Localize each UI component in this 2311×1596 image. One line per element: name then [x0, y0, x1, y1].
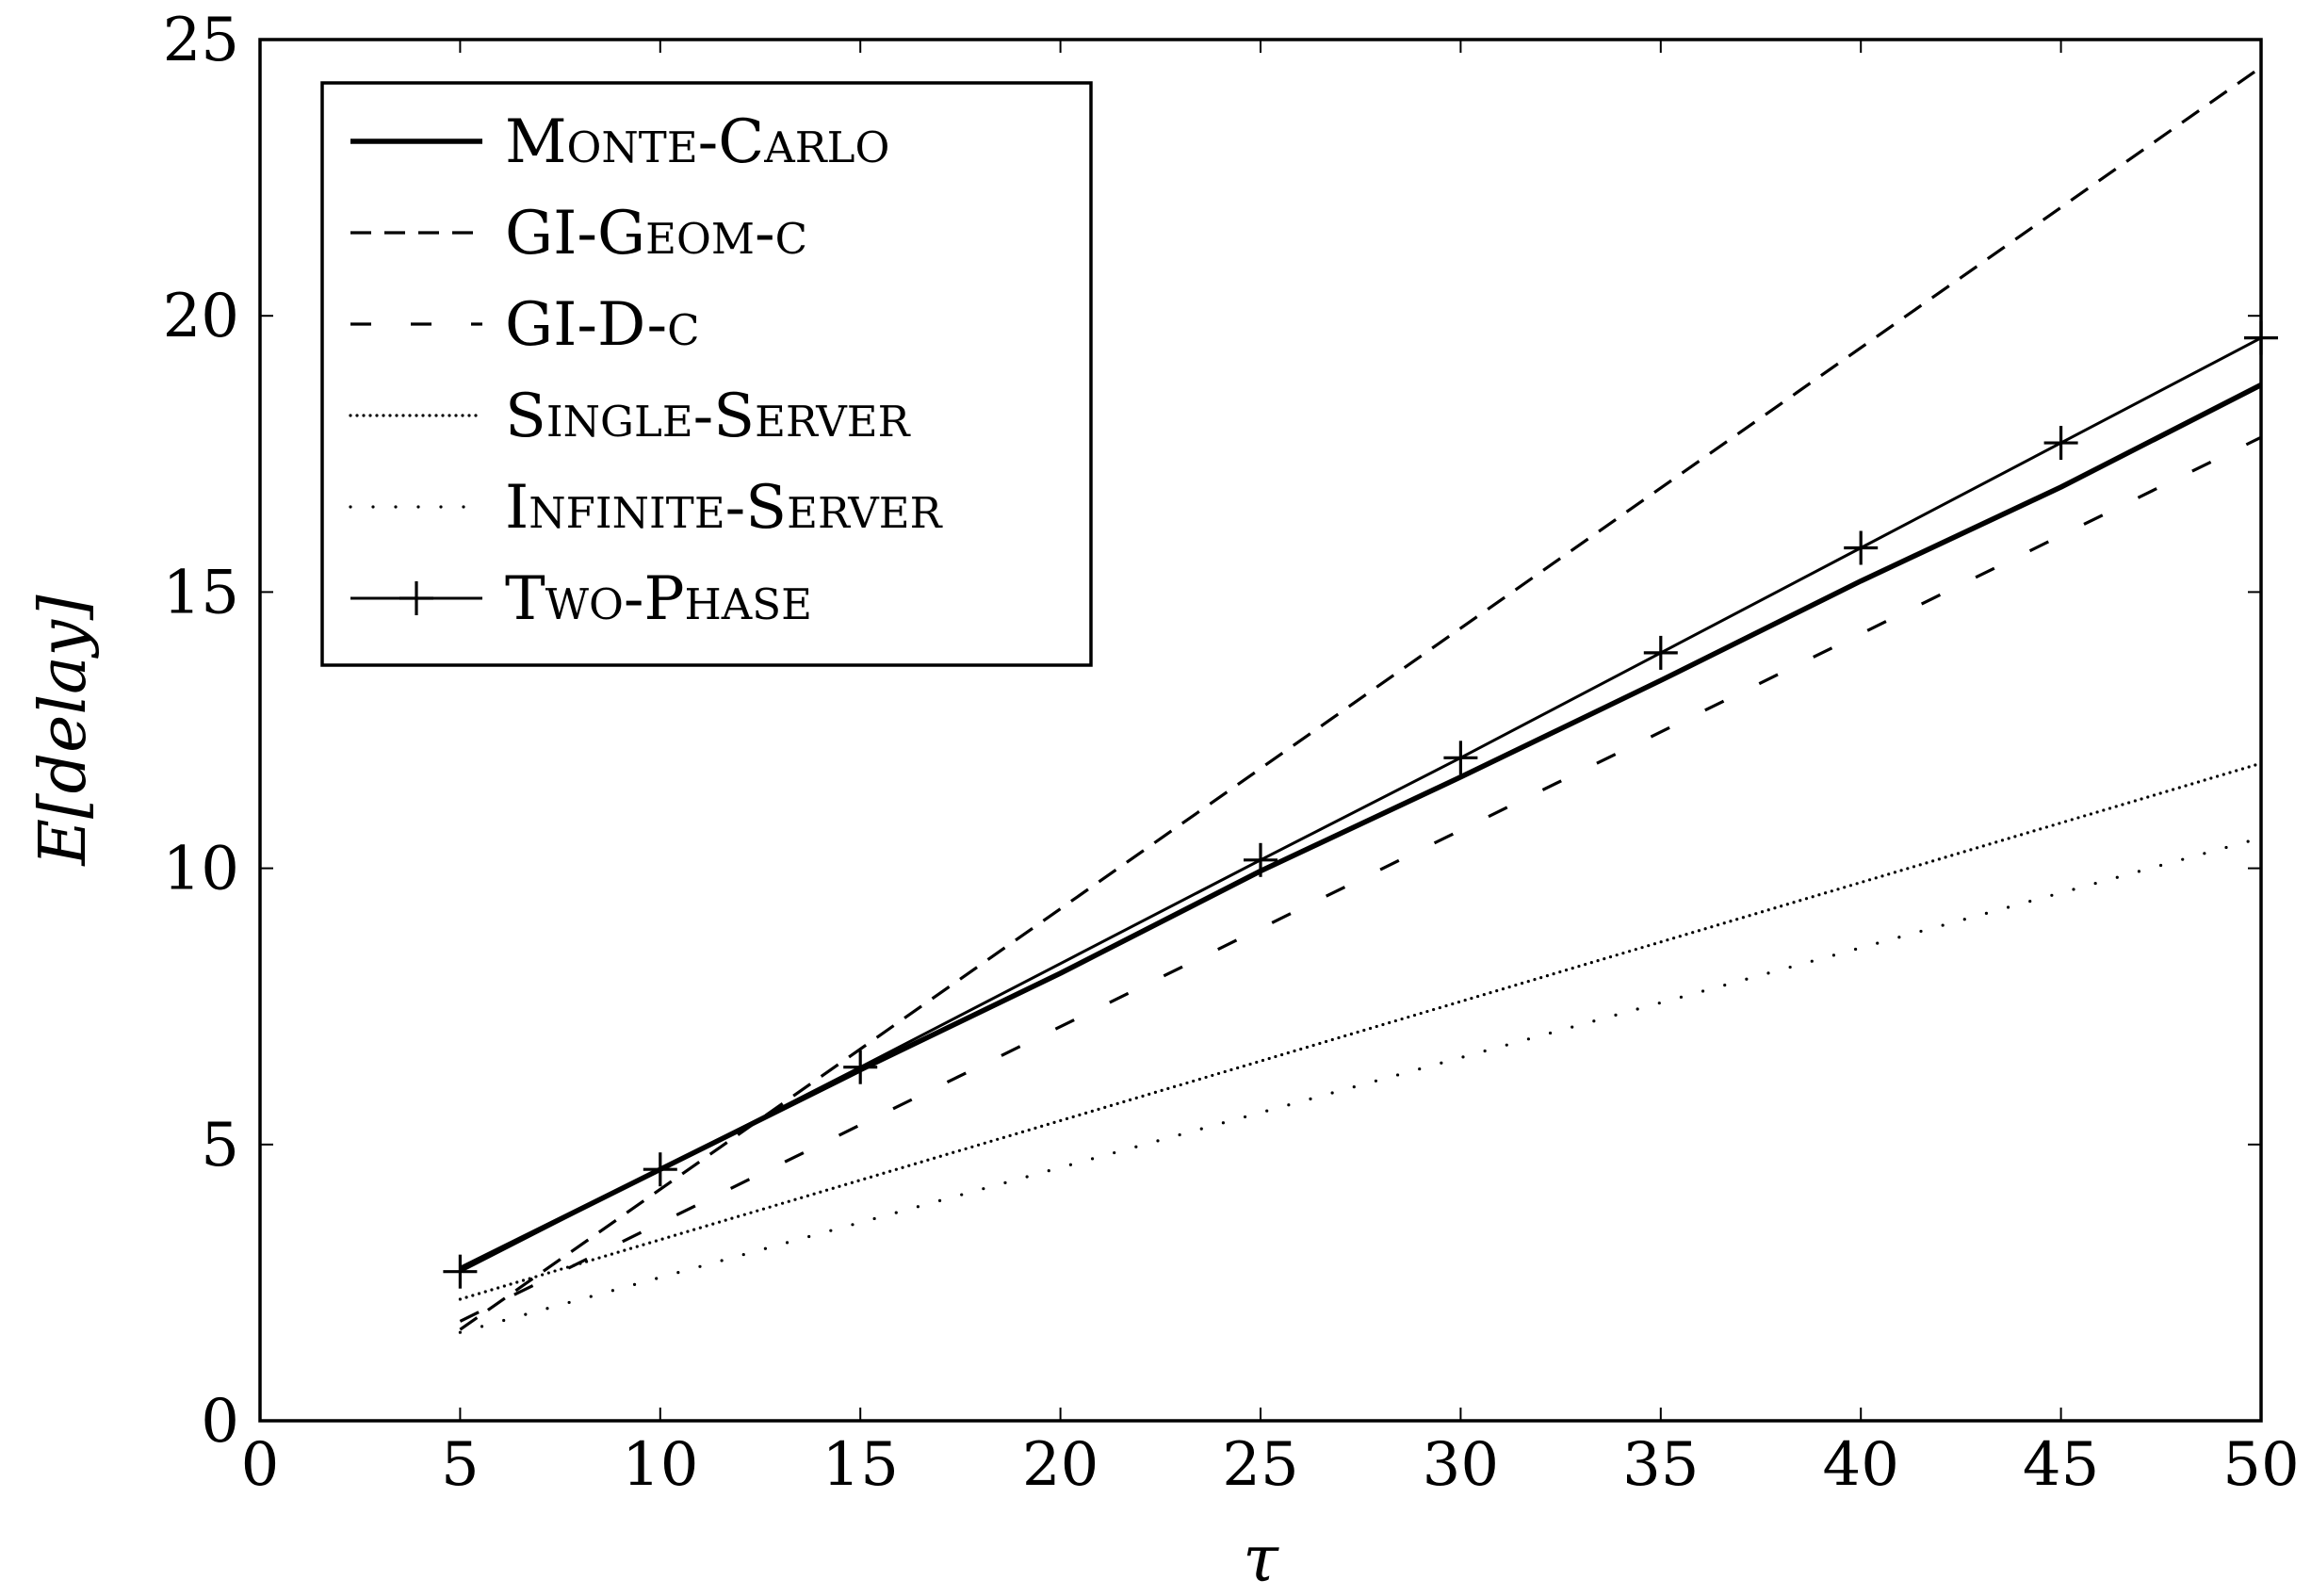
plus-marker [643, 1152, 677, 1187]
y-tick-label: 20 [163, 282, 239, 351]
plot-frame [258, 38, 2263, 1423]
legend-label: Monte-Carlo [505, 107, 889, 177]
x-tick-label: 40 [1822, 1430, 1898, 1500]
x-tick-label: 5 [441, 1430, 480, 1500]
legend-label: Two-Phase [505, 564, 812, 634]
legend-label: Infinite-Server [505, 473, 943, 543]
series-line-gi-geom-c [459, 65, 2262, 1331]
y-tick-label: 5 [201, 1111, 239, 1181]
plus-marker [1244, 842, 1278, 877]
plus-marker [1844, 530, 1879, 565]
y-axis-label: E[delay] [26, 594, 101, 868]
x-tick-label: 35 [1622, 1430, 1699, 1500]
legend: Monte-Carlo GI-Geom-c GI-D-c Single-Server I… [320, 81, 1093, 667]
x-tick-label: 30 [1423, 1430, 1499, 1500]
y-tick-label: 15 [163, 558, 239, 627]
tick-labels: 0 5 10 15 20 25 30 35 40 45 50 0 5 10 15 20 25 [163, 6, 2300, 1500]
y-tick-label: 0 [201, 1387, 239, 1457]
x-axis-label: τ [1243, 1523, 1279, 1596]
x-tick-label: 25 [1222, 1430, 1298, 1500]
plus-marker [1643, 635, 1678, 670]
plus-marker [843, 1050, 878, 1084]
x-tick-label: 45 [2023, 1430, 2099, 1500]
series-lines [443, 65, 2278, 1334]
plus-marker [443, 1254, 478, 1289]
legend-label: GI-D-c [505, 290, 700, 360]
x-tick-label: 15 [822, 1430, 898, 1500]
x-tick-label: 10 [622, 1430, 698, 1500]
legend-label: Single-Server [505, 382, 911, 451]
plus-marker [1443, 741, 1478, 775]
x-tick-label: 20 [1022, 1430, 1099, 1500]
legend-box [320, 81, 1093, 667]
legend-label: GI-Geom-c [505, 199, 807, 269]
x-tick-label: 50 [2222, 1430, 2299, 1500]
plus-marker [2043, 426, 2078, 461]
y-tick-label: 25 [163, 6, 239, 75]
x-tick-label: 0 [241, 1430, 280, 1500]
y-tick-label: 10 [163, 835, 239, 904]
